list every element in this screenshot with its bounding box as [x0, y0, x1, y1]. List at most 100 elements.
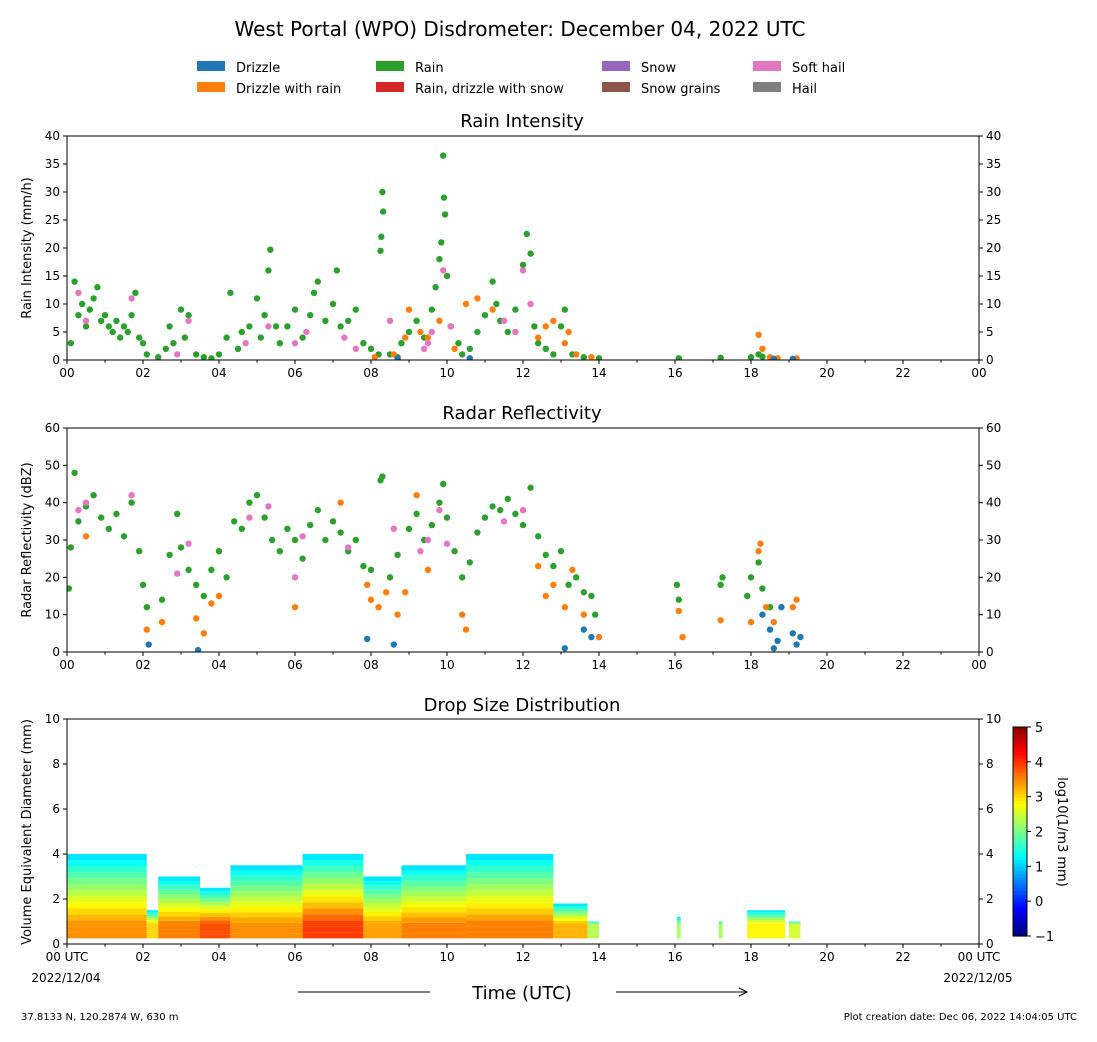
- figure-title: West Portal (WPO) Disdrometer: December …: [234, 17, 805, 41]
- colorbar-cell: [1013, 880, 1027, 885]
- x-tick-label: 08: [363, 366, 378, 380]
- dsd-cell: [146, 918, 159, 921]
- x-tick-label: 02: [135, 950, 150, 964]
- data-point: [675, 607, 682, 615]
- data-point: [386, 574, 394, 581]
- plot-area: [67, 152, 800, 360]
- dsd-cell: [466, 896, 554, 903]
- data-point: [120, 533, 128, 540]
- legend-label-drizzle-with-rain: Drizzle with rain: [236, 82, 341, 97]
- data-point: [181, 334, 188, 341]
- y-tick-label-right: 40: [986, 496, 1001, 510]
- data-point: [383, 589, 390, 596]
- data-point: [512, 328, 519, 336]
- data-point: [550, 351, 557, 358]
- data-point: [466, 559, 473, 566]
- data-point: [413, 510, 420, 518]
- y-tick-label-right: 30: [986, 185, 1001, 199]
- colorbar-cell: [1013, 932, 1027, 937]
- dsd-cell: [67, 920, 147, 927]
- data-point: [177, 306, 185, 313]
- dsd-cell: [363, 920, 402, 926]
- dsd-cell: [67, 884, 147, 891]
- dsd-cell: [553, 928, 588, 931]
- y-tick-label: 25: [45, 213, 60, 227]
- colorbar-cell: [1013, 855, 1027, 860]
- dsd-cell: [676, 920, 681, 922]
- dsd-cell: [747, 924, 786, 927]
- data-point: [143, 351, 150, 358]
- data-point: [497, 506, 504, 514]
- x-tick-label: 02: [135, 658, 150, 672]
- dsd-cell: [747, 930, 786, 933]
- data-point: [673, 581, 681, 588]
- data-point: [770, 645, 777, 652]
- dsd-cell: [676, 917, 681, 919]
- dsd-cell: [146, 936, 159, 939]
- data-point: [208, 600, 215, 607]
- data-point: [675, 355, 682, 360]
- dsd-column: [789, 921, 801, 939]
- data-point: [194, 646, 202, 652]
- colorbar-cell: [1013, 866, 1027, 871]
- data-point: [322, 536, 329, 544]
- dsd-cell: [363, 925, 402, 930]
- x-tick-label: 16: [667, 658, 682, 672]
- dsd-cell: [466, 914, 554, 921]
- dsd-cell: [230, 891, 303, 897]
- data-point: [136, 548, 143, 555]
- dsd-cell: [230, 870, 303, 876]
- dsd-cell: [553, 930, 588, 934]
- y-tick-label-right: 20: [986, 570, 1001, 584]
- dsd-cell: [553, 903, 588, 906]
- dsd-cell: [200, 898, 231, 903]
- dsd-column: [676, 917, 681, 939]
- dsd-cell: [230, 896, 303, 902]
- dsd-cell: [747, 918, 786, 921]
- data-point: [462, 626, 470, 633]
- y-tick-label: 35: [45, 157, 60, 171]
- dsd-cell: [553, 913, 588, 916]
- dsd-cell: [676, 933, 681, 936]
- x-tick-label: 14: [591, 950, 606, 964]
- legend-label-soft-hail: Soft hail: [792, 61, 845, 76]
- dsd-cell: [158, 911, 200, 917]
- data-point: [329, 518, 337, 525]
- data-point: [67, 585, 73, 592]
- arrow-head-icon: [738, 987, 749, 997]
- colorbar-cell: [1013, 786, 1027, 791]
- colorbar-cell: [1013, 775, 1027, 780]
- colorbar-cell: [1013, 821, 1027, 826]
- data-point: [352, 306, 359, 313]
- colorbar-cell: [1013, 765, 1027, 770]
- dsd-cell: [587, 931, 599, 933]
- data-point: [307, 521, 314, 529]
- dsd-cell: [718, 927, 723, 929]
- colorbar-cell: [1013, 758, 1027, 763]
- data-point: [215, 592, 223, 600]
- colorbar-cell: [1013, 772, 1027, 777]
- data-point: [67, 544, 75, 551]
- dsd-cell: [401, 896, 466, 902]
- dsd-cell: [587, 929, 599, 932]
- dsd-cell: [200, 927, 231, 932]
- dsd-cell: [676, 927, 681, 930]
- data-point: [299, 533, 306, 540]
- x-tick-label: 10: [439, 950, 454, 964]
- data-point: [75, 312, 82, 319]
- data-point: [75, 289, 82, 296]
- dsd-cell: [466, 854, 554, 861]
- dsd-column: [230, 865, 303, 939]
- data-point: [436, 317, 443, 324]
- y-tick-label-right: 0: [986, 353, 994, 367]
- dsd-cell: [302, 920, 364, 927]
- dsd-cell: [587, 933, 599, 935]
- dsd-cell: [363, 898, 402, 904]
- data-point: [310, 289, 318, 296]
- colorbar-cell: [1013, 744, 1027, 749]
- dsd-cell: [158, 880, 200, 886]
- dsd-cell: [146, 912, 159, 915]
- dsd-cell: [401, 880, 466, 887]
- data-point: [158, 596, 166, 603]
- dsd-cell: [401, 886, 466, 892]
